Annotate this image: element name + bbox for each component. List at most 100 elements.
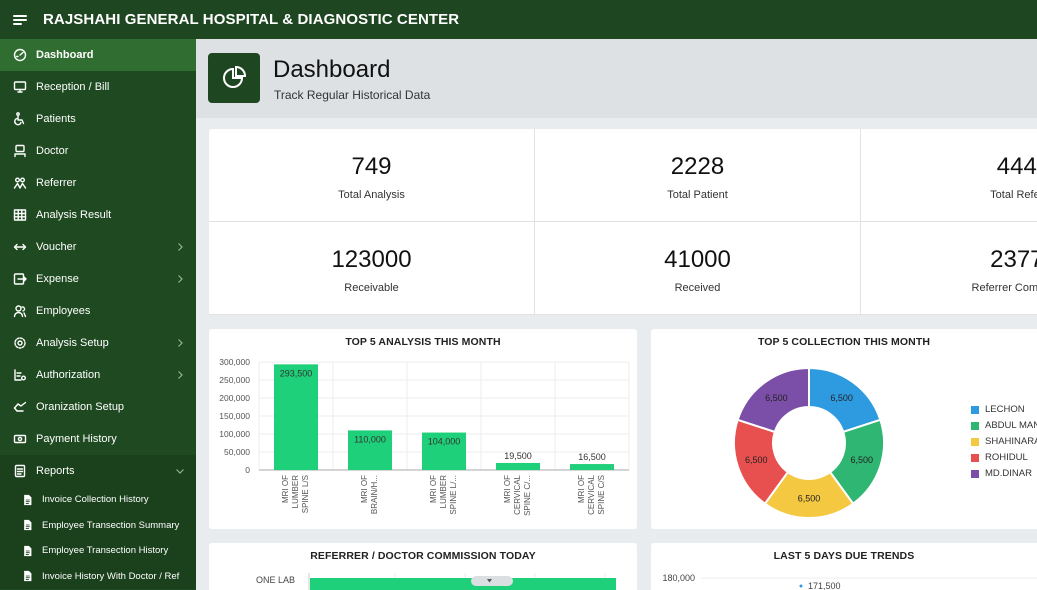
reports-subitem[interactable]: Invoice Collection History — [0, 487, 196, 513]
bar[interactable] — [422, 432, 466, 470]
sidebar-item-doctor[interactable]: Doctor — [0, 135, 196, 167]
bar[interactable] — [348, 430, 392, 470]
chevron-right-icon — [174, 337, 186, 349]
sidebar-item-reception-bill[interactable]: Reception / Bill — [0, 71, 196, 103]
top-bar: RAJSHAHI GENERAL HOSPITAL & DIAGNOSTIC C… — [0, 0, 1037, 39]
document-icon — [22, 494, 34, 506]
slice-data-label: 6,500 — [851, 455, 874, 465]
stat-label: Total Referrer — [990, 189, 1037, 201]
x-category-label: BRAIN/H... — [370, 475, 379, 514]
legend-item[interactable]: LECHON — [971, 404, 1025, 415]
stats-panel: 749 Total Analysis 2228 Total Patient 4446 To… — [209, 129, 1037, 315]
donut-slice[interactable] — [736, 366, 810, 434]
money-icon — [12, 431, 28, 447]
stat-card: 41000 Received — [535, 222, 861, 315]
trend-y-tick-label: 180,000 — [662, 573, 695, 583]
top-analysis-title: TOP 5 ANALYSIS THIS MONTH — [345, 336, 501, 348]
legend-label: MD.DINAR — [985, 468, 1032, 479]
legend-item[interactable]: ABDUL MAN... — [971, 420, 1037, 431]
reports-subitem-label: Employee Transection Summary — [42, 519, 180, 531]
menu-toggle-icon[interactable] — [13, 14, 31, 26]
due-trends-title: LAST 5 DAYS DUE TRENDS — [773, 550, 915, 562]
reports-subitem[interactable]: Employee Transection History — [0, 538, 196, 564]
chart-tooltip-toggle[interactable] — [471, 576, 513, 586]
document-icon — [22, 519, 34, 531]
sidebar-item-payment-history[interactable]: Payment History — [0, 423, 196, 455]
legend-item[interactable]: MD.DINAR — [971, 468, 1032, 479]
sidebar-item-label: Doctor — [36, 145, 69, 157]
trend-point[interactable] — [799, 584, 803, 588]
sidebar-item-voucher[interactable]: Voucher — [0, 231, 196, 263]
stat-card: 23777 Referrer Commission — [861, 222, 1037, 315]
legend-label: SHAHINARA — [985, 436, 1037, 447]
y-tick-label: 50,000 — [224, 447, 250, 457]
x-category-label: SPINE L/... — [449, 475, 458, 515]
document-icon — [22, 570, 34, 582]
sidebar-item-analysis-result[interactable]: Analysis Result — [0, 199, 196, 231]
chevron-right-icon — [174, 273, 186, 285]
referrer-commission-title: REFERRER / DOCTOR COMMISSION TODAY — [310, 550, 536, 562]
sidebar-item-authorization[interactable]: Authorization — [0, 359, 196, 391]
bar-data-label: 110,000 — [354, 434, 386, 444]
y-tick-label: 0 — [245, 465, 250, 475]
bar-data-label: 104,000 — [428, 437, 461, 447]
stat-value: 123000 — [331, 246, 412, 273]
sidebar-item-label: Authorization — [36, 369, 101, 381]
x-category-label: SPINE C/... — [523, 475, 532, 516]
pie-chart-icon — [208, 53, 260, 103]
sidebar-item-label: Patients — [36, 113, 76, 125]
chevron-right-icon — [174, 241, 186, 253]
stat-value: 4446 — [996, 153, 1037, 180]
main-content: Dashboard Track Regular Historical Data … — [196, 39, 1037, 590]
grid-table-icon — [12, 207, 28, 223]
x-category-label: MRI OF — [577, 475, 586, 503]
users-icon — [12, 175, 28, 191]
stat-value: 749 — [351, 153, 392, 180]
sidebar-item-oranization-setup[interactable]: Oranization Setup — [0, 391, 196, 423]
sidebar-item-referrer[interactable]: Referrer — [0, 167, 196, 199]
top-collection-donut-chart: 6,500 6,500 6,500 6,500 6,500 — [733, 366, 885, 519]
commission-bar[interactable] — [310, 578, 616, 590]
key-list-icon — [12, 367, 28, 383]
sidebar-item-analysis-setup[interactable]: Analysis Setup — [0, 327, 196, 359]
slice-data-label: 6,500 — [830, 393, 853, 403]
legend-item[interactable]: SHAHINARA — [971, 436, 1037, 447]
stat-value: 2228 — [670, 153, 725, 180]
stat-label: Referrer Commission — [971, 282, 1037, 294]
sidebar-item-label: Oranization Setup — [36, 401, 125, 413]
sidebar-item-dashboard[interactable]: Dashboard — [0, 39, 196, 71]
legend-swatch — [971, 469, 979, 478]
reports-subitem-label: Invoice Collection History — [42, 494, 149, 506]
sidebar-item-patients[interactable]: Patients — [0, 103, 196, 135]
user-group-icon — [12, 303, 28, 319]
slice-data-label: 6,500 — [798, 494, 821, 504]
y-tick-label: 200,000 — [219, 393, 250, 403]
stat-label: Received — [674, 282, 721, 294]
sidebar-item-label: Payment History — [36, 433, 117, 445]
stat-card: 123000 Receivable — [209, 222, 535, 315]
commission-category-label: ONE LAB — [256, 575, 295, 585]
x-category-label: LUMBER — [291, 475, 300, 509]
bar[interactable] — [570, 464, 614, 470]
bar[interactable] — [274, 364, 318, 470]
stat-card: 4446 Total Referrer — [861, 129, 1037, 222]
sidebar: Dashboard Reception / Bill Patients Doctor R… — [0, 39, 196, 590]
stat-value: 23777 — [990, 246, 1037, 273]
page-title: Dashboard — [273, 56, 391, 83]
stat-label: Total Patient — [667, 189, 728, 201]
sidebar-item-label: Reports — [36, 465, 75, 477]
sidebar-item-employees[interactable]: Employees — [0, 295, 196, 327]
bar[interactable] — [496, 462, 540, 470]
sidebar-item-expense[interactable]: Expense — [0, 263, 196, 295]
reports-submenu: Invoice Collection History Employee Trans… — [0, 487, 196, 589]
stat-card: 2228 Total Patient — [535, 129, 861, 222]
reports-subitem[interactable]: Employee Transection Summary — [0, 513, 196, 539]
legend-label: LECHON — [985, 404, 1025, 415]
y-tick-label: 300,000 — [219, 357, 250, 367]
sidebar-item-reports[interactable]: Reports — [0, 455, 196, 487]
legend-item[interactable]: ROHIDUL — [971, 452, 1028, 463]
doctor-icon — [12, 143, 28, 159]
legend-swatch — [971, 453, 979, 462]
due-trends-chart: 180,000 171,500 — [662, 573, 1037, 590]
reports-subitem[interactable]: Invoice History With Doctor / Ref — [0, 564, 196, 590]
